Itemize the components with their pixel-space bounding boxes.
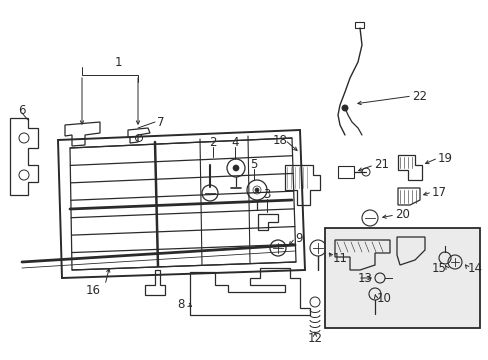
Text: 6: 6: [18, 104, 26, 117]
Text: 12: 12: [307, 332, 322, 345]
Circle shape: [232, 165, 239, 171]
Text: 2: 2: [209, 136, 216, 149]
Text: 10: 10: [376, 292, 391, 305]
Text: 9: 9: [294, 231, 302, 244]
Text: 20: 20: [394, 208, 409, 221]
Text: 15: 15: [431, 261, 446, 274]
Bar: [354, 22, 363, 28]
Text: 19: 19: [437, 152, 452, 165]
Text: 14: 14: [467, 261, 482, 274]
Text: 1: 1: [114, 57, 122, 69]
Text: 4: 4: [231, 136, 238, 149]
Circle shape: [254, 188, 259, 192]
Bar: [337, 166, 353, 178]
Text: 13: 13: [357, 271, 372, 284]
Text: 17: 17: [431, 185, 446, 198]
Circle shape: [341, 105, 347, 111]
Text: 8: 8: [177, 297, 184, 310]
Text: 22: 22: [411, 90, 426, 103]
Text: 5: 5: [250, 158, 257, 171]
Text: 3: 3: [263, 189, 270, 202]
Text: 16: 16: [85, 284, 101, 297]
Text: 18: 18: [272, 134, 287, 147]
Bar: [325, 228, 479, 328]
Text: 7: 7: [157, 116, 164, 129]
Text: 11: 11: [332, 252, 347, 265]
Text: 21: 21: [373, 158, 388, 171]
